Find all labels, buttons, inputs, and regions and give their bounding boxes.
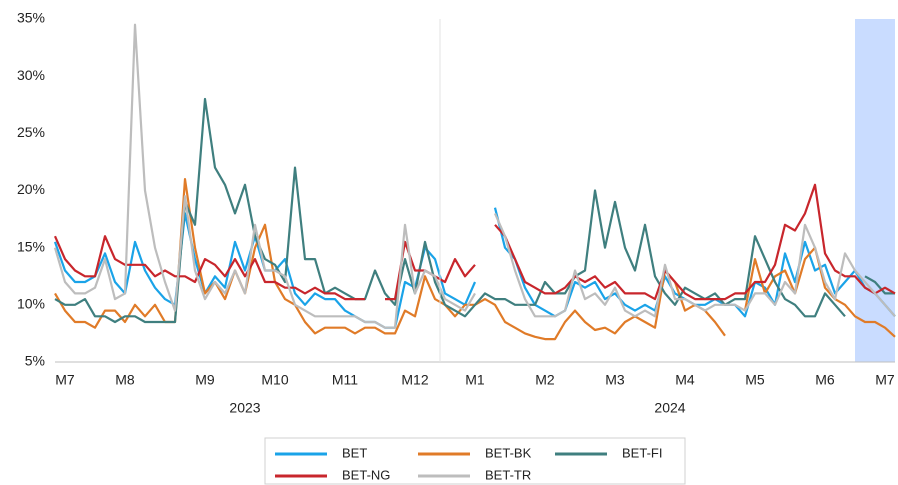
- y-tick-label: 20%: [17, 181, 45, 197]
- legend-items: BET BET-BK BET-FI BET-NG BET-TR: [275, 445, 662, 482]
- x-tick-label: M4: [675, 372, 695, 388]
- x-tick-label: M5: [745, 372, 765, 388]
- legend: [264, 437, 686, 485]
- x-tick-label: M7: [55, 372, 75, 388]
- highlight-region: [855, 19, 895, 362]
- y-tick-label: 15%: [17, 238, 45, 254]
- legend-label: BET: [342, 445, 367, 460]
- legend-label: BET-NG: [342, 467, 390, 482]
- legend-label: BET-FI: [622, 445, 662, 460]
- y-tick-label: 5%: [25, 353, 45, 369]
- x-group-label: 2024: [654, 400, 685, 416]
- y-tick-label: 25%: [17, 124, 45, 140]
- y-tick-label: 35%: [17, 10, 45, 26]
- x-tick-label: M3: [605, 372, 625, 388]
- plot: [53, 23, 896, 341]
- x-tick-label: M6: [815, 372, 835, 388]
- y-tick-label: 30%: [17, 67, 45, 83]
- series-line: [53, 23, 896, 329]
- x-tick-label: M11: [332, 372, 358, 388]
- x-tick-label: M2: [535, 372, 555, 388]
- x-tick-label: M8: [115, 372, 135, 388]
- legend-label: BET-TR: [485, 467, 531, 482]
- x-tick-label: M12: [401, 372, 428, 388]
- x-group-label: 2023: [229, 400, 260, 416]
- x-tick-label: M1: [465, 372, 485, 388]
- x-tick-label: M9: [195, 372, 215, 388]
- y-tick-label: 10%: [17, 296, 45, 312]
- x-tick-label: M7: [875, 372, 895, 388]
- x-tick-label: M10: [261, 372, 288, 388]
- legend-label: BET-BK: [485, 445, 532, 460]
